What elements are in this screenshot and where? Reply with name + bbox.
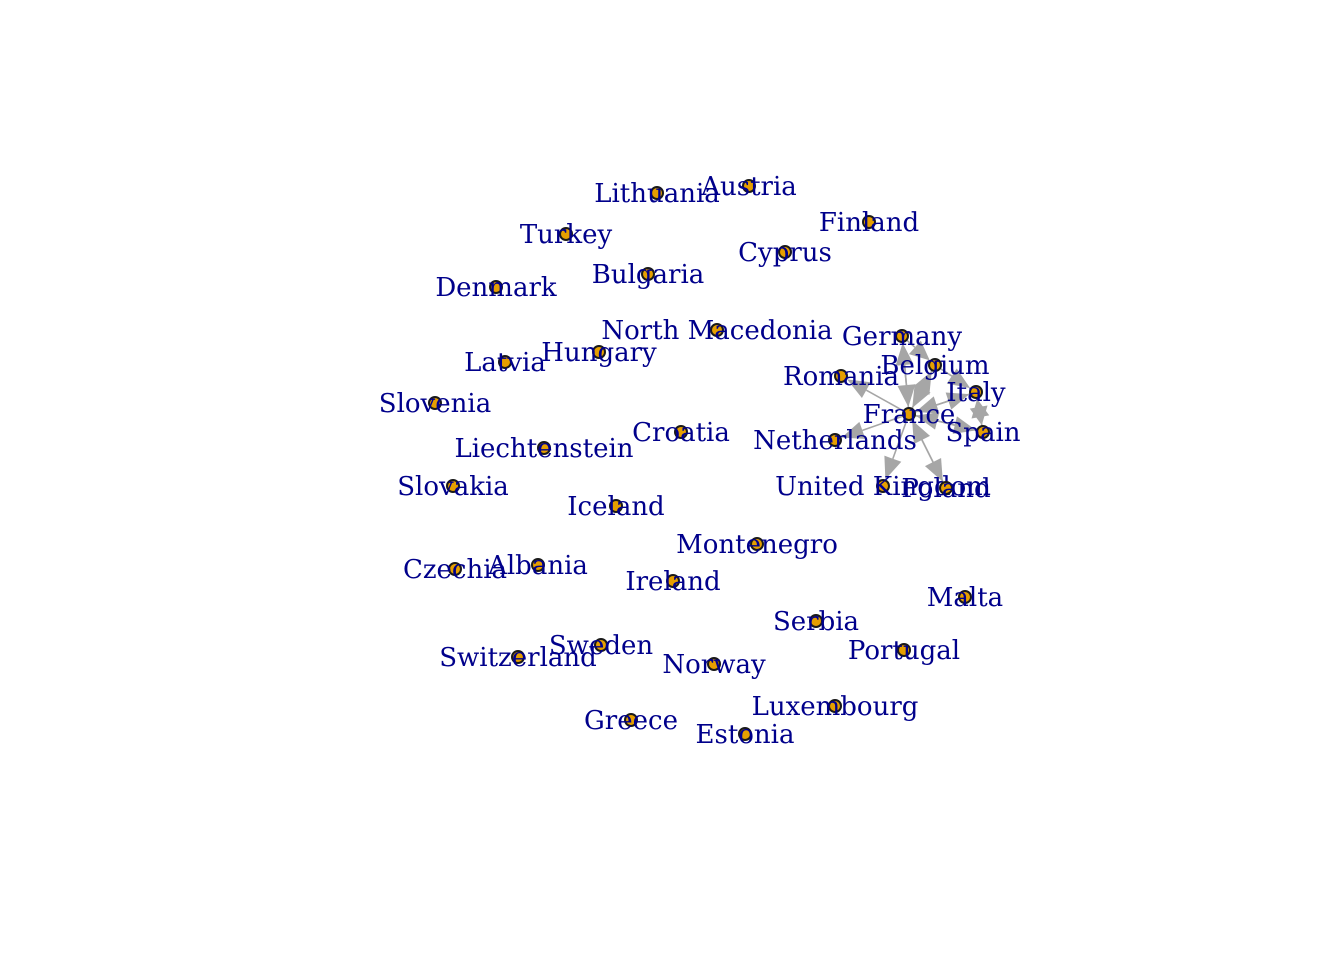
node-label: Cyprus bbox=[738, 238, 832, 268]
node-switzerland: Switzerland bbox=[439, 643, 597, 673]
node-label: Estonia bbox=[696, 720, 795, 750]
node-label: Germany bbox=[842, 322, 962, 352]
node-montenegro: Montenegro bbox=[676, 530, 838, 560]
node-spain: Spain bbox=[945, 418, 1020, 448]
node-latvia: Latvia bbox=[464, 348, 546, 378]
node-label: Latvia bbox=[464, 348, 546, 378]
node-turkey: Turkey bbox=[520, 220, 613, 250]
node-netherlands: Netherlands bbox=[753, 426, 917, 456]
node-label: Slovakia bbox=[397, 472, 509, 502]
node-romania: Romania bbox=[783, 362, 899, 392]
node-portugal: Portugal bbox=[848, 636, 960, 666]
node-finland: Finland bbox=[819, 208, 919, 238]
node-label: Malta bbox=[927, 583, 1003, 613]
node-label: Slovenia bbox=[379, 389, 491, 419]
node-label: Norway bbox=[662, 650, 766, 680]
node-label: Denmark bbox=[435, 273, 557, 303]
node-label: Switzerland bbox=[439, 643, 597, 673]
node-label: Portugal bbox=[848, 636, 960, 666]
node-label: Liechtenstein bbox=[454, 434, 633, 464]
node-label: Bulgaria bbox=[592, 260, 705, 290]
node-label: Spain bbox=[945, 418, 1020, 448]
node-bulgaria: Bulgaria bbox=[592, 260, 705, 290]
node-poland: Poland bbox=[901, 474, 990, 504]
node-malta: Malta bbox=[927, 583, 1003, 613]
node-norway: Norway bbox=[662, 650, 766, 680]
node-label: Turkey bbox=[520, 220, 613, 250]
node-label: Greece bbox=[584, 706, 678, 736]
node-czechia: Czechia bbox=[403, 555, 507, 585]
node-ireland: Ireland bbox=[625, 567, 720, 597]
node-label: Croatia bbox=[632, 418, 730, 448]
node-germany: Germany bbox=[842, 322, 962, 352]
node-label: Finland bbox=[819, 208, 919, 238]
node-label: Montenegro bbox=[676, 530, 838, 560]
node-greece: Greece bbox=[584, 706, 678, 736]
node-iceland: Iceland bbox=[567, 492, 664, 522]
node-label: Lithuania bbox=[594, 179, 720, 209]
node-luxembourg: Luxembourg bbox=[752, 692, 919, 722]
node-estonia: Estonia bbox=[696, 720, 795, 750]
node-cyprus: Cyprus bbox=[738, 238, 832, 268]
node-slovenia: Slovenia bbox=[379, 389, 491, 419]
node-serbia: Serbia bbox=[773, 607, 859, 637]
node-label: Czechia bbox=[403, 555, 507, 585]
node-hungary: Hungary bbox=[541, 338, 657, 368]
node-lithuania: Lithuania bbox=[594, 179, 720, 209]
node-label: Serbia bbox=[773, 607, 859, 637]
node-denmark: Denmark bbox=[435, 273, 557, 303]
node-label: Iceland bbox=[567, 492, 664, 522]
node-label: Netherlands bbox=[753, 426, 917, 456]
node-liechtenstein: Liechtenstein bbox=[454, 434, 633, 464]
node-label: Romania bbox=[783, 362, 899, 392]
node-slovakia: Slovakia bbox=[397, 472, 509, 502]
node-croatia: Croatia bbox=[632, 418, 730, 448]
node-label: Hungary bbox=[541, 338, 657, 368]
node-label: Luxembourg bbox=[752, 692, 919, 722]
node-label: Ireland bbox=[625, 567, 720, 597]
node-label: Poland bbox=[901, 474, 990, 504]
